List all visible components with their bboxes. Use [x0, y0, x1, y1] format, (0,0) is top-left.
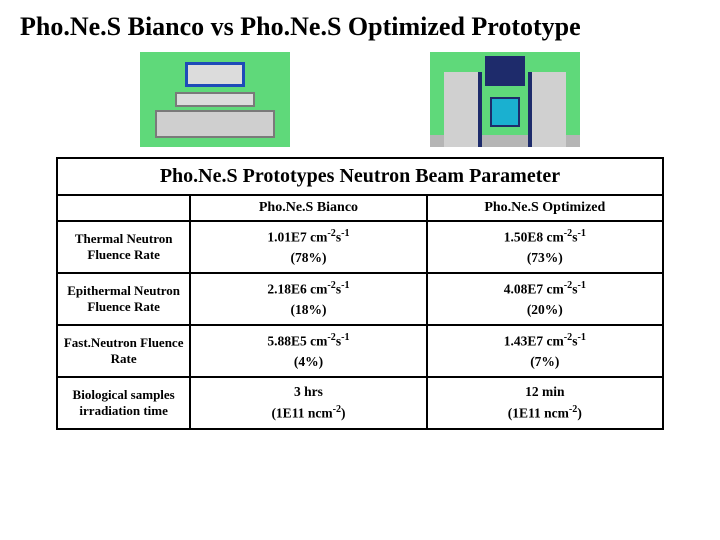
- diagram-optimized: [430, 52, 580, 147]
- table-caption: Pho.Ne.S Prototypes Neutron Beam Paramet…: [57, 158, 663, 195]
- row-fast-bianco: 5.88E5 cm-2s-1 (4%): [190, 325, 426, 377]
- table-row: Thermal Neutron Fluence Rate 1.01E7 cm-2…: [57, 221, 663, 273]
- row-epithermal-label: Epithermal Neutron Fluence Rate: [57, 273, 190, 325]
- row-thermal-label: Thermal Neutron Fluence Rate: [57, 221, 190, 273]
- table-row: Epithermal Neutron Fluence Rate 2.18E6 c…: [57, 273, 663, 325]
- diagram-row: [0, 48, 720, 157]
- table-row: Biological samples irradiation time 3 hr…: [57, 377, 663, 429]
- page-title: Pho.Ne.S Bianco vs Pho.Ne.S Optimized Pr…: [0, 0, 720, 48]
- row-bio-bianco: 3 hrs (1E11 ncm-2): [190, 377, 426, 429]
- row-fast-label: Fast.Neutron Fluence Rate: [57, 325, 190, 377]
- col-bianco: Pho.Ne.S Bianco: [190, 195, 426, 221]
- row-thermal-opt: 1.50E8 cm-2s-1 (73%): [427, 221, 663, 273]
- parameters-table: Pho.Ne.S Prototypes Neutron Beam Paramet…: [56, 157, 664, 430]
- diagram-bianco: [140, 52, 290, 147]
- row-epithermal-opt: 4.08E7 cm-2s-1 (20%): [427, 273, 663, 325]
- col-optimized: Pho.Ne.S Optimized: [427, 195, 663, 221]
- row-fast-opt: 1.43E7 cm-2s-1 (7%): [427, 325, 663, 377]
- row-bio-label: Biological samples irradiation time: [57, 377, 190, 429]
- row-bio-opt: 12 min (1E11 ncm-2): [427, 377, 663, 429]
- col-empty: [57, 195, 190, 221]
- row-thermal-bianco: 1.01E7 cm-2s-1 (78%): [190, 221, 426, 273]
- row-epithermal-bianco: 2.18E6 cm-2s-1 (18%): [190, 273, 426, 325]
- table-row: Fast.Neutron Fluence Rate 5.88E5 cm-2s-1…: [57, 325, 663, 377]
